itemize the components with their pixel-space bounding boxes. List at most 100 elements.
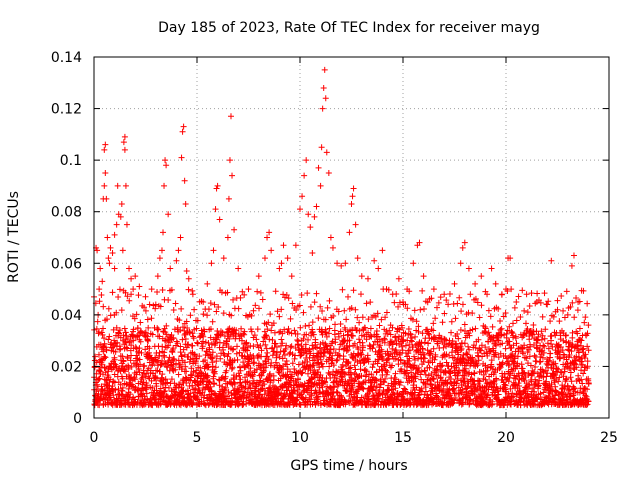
data-point: [119, 353, 126, 360]
data-point: [317, 182, 324, 189]
data-point: [439, 319, 446, 326]
data-point: [211, 301, 218, 308]
data-point: [333, 378, 340, 385]
data-point: [392, 370, 399, 377]
data-point: [204, 280, 211, 287]
data-point: [532, 363, 539, 370]
data-point: [101, 146, 108, 153]
data-point: [317, 356, 324, 363]
data-point: [563, 288, 570, 295]
data-point: [165, 384, 172, 391]
data-point: [219, 329, 226, 336]
data-point: [319, 363, 326, 370]
data-point: [563, 332, 570, 339]
data-point: [306, 322, 313, 329]
data-point: [389, 362, 396, 369]
data-point: [469, 310, 476, 317]
data-point: [346, 400, 353, 407]
data-point: [294, 331, 301, 338]
data-point: [196, 353, 203, 360]
data-point: [558, 369, 565, 376]
data-point: [419, 287, 426, 294]
data-point: [311, 213, 318, 220]
data-point: [364, 393, 371, 400]
data-point: [428, 348, 435, 355]
data-point: [472, 280, 479, 287]
data-point: [326, 297, 333, 304]
data-point: [201, 392, 208, 399]
data-point: [189, 291, 196, 298]
data-point: [178, 154, 185, 161]
data-point: [442, 369, 449, 376]
data-point: [531, 388, 538, 395]
data-point: [411, 307, 418, 314]
data-point: [356, 336, 363, 343]
data-point: [446, 291, 453, 298]
data-point: [489, 323, 496, 330]
data-point: [130, 375, 137, 382]
data-point: [502, 309, 509, 316]
data-point: [236, 372, 243, 379]
data-point: [310, 352, 317, 359]
data-point: [235, 265, 242, 272]
data-point: [367, 299, 374, 306]
data-point: [319, 105, 326, 112]
data-point: [477, 347, 484, 354]
data-point: [106, 260, 113, 267]
data-point: [165, 342, 172, 349]
data-point: [197, 364, 204, 371]
data-point: [395, 333, 402, 340]
data-point: [208, 341, 215, 348]
data-point: [285, 295, 292, 302]
data-point: [408, 391, 415, 398]
data-point: [511, 382, 518, 389]
data-point: [239, 337, 246, 344]
data-point: [276, 265, 283, 272]
data-point: [392, 355, 399, 362]
data-point: [410, 260, 417, 267]
data-point: [297, 352, 304, 359]
data-point: [294, 386, 301, 393]
data-point: [260, 367, 267, 374]
data-point: [375, 265, 382, 272]
data-point: [489, 398, 496, 405]
data-point: [189, 382, 196, 389]
data-point: [233, 327, 240, 334]
data-point: [220, 255, 227, 262]
data-point: [409, 316, 416, 323]
data-point: [583, 402, 590, 409]
data-point: [381, 336, 388, 343]
data-point: [183, 318, 190, 325]
data-point: [271, 348, 278, 355]
data-point: [466, 397, 473, 404]
data-point: [445, 301, 452, 308]
data-point: [137, 319, 144, 326]
data-point: [310, 331, 317, 338]
data-point: [327, 234, 334, 241]
data-point: [492, 280, 499, 287]
data-point: [307, 303, 314, 310]
data-point: [338, 262, 345, 269]
data-point: [431, 356, 438, 363]
data-point: [534, 290, 541, 297]
data-point: [255, 273, 262, 280]
data-point: [104, 234, 111, 241]
data-point: [170, 334, 177, 341]
data-point: [419, 330, 426, 337]
data-point: [373, 383, 380, 390]
data-point: [324, 304, 331, 311]
data-point: [246, 379, 253, 386]
data-point: [365, 358, 372, 365]
data-point: [504, 327, 511, 334]
data-point: [169, 346, 176, 353]
data-point: [162, 376, 169, 383]
data-point: [279, 384, 286, 391]
data-point: [297, 324, 304, 331]
data-point: [385, 382, 392, 389]
data-point: [277, 375, 284, 382]
data-point: [290, 388, 297, 395]
data-point: [332, 321, 339, 328]
data-point: [575, 298, 582, 305]
data-point: [211, 368, 218, 375]
data-point: [200, 333, 207, 340]
